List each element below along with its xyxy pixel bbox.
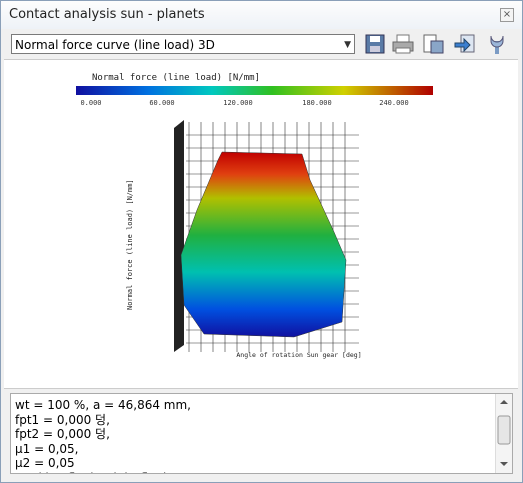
settings-icon[interactable] bbox=[485, 33, 509, 55]
colorbar-label: 60.000 bbox=[149, 99, 174, 107]
colorbar-title: Normal force (line load) [N/mm] bbox=[92, 73, 260, 83]
dropdown-value: Normal force curve (line load) 3D bbox=[15, 38, 215, 52]
result-line: Working flank: Right flank bbox=[15, 471, 191, 474]
result-line: fpt2 = 0,000 덩, bbox=[15, 427, 110, 441]
scrollbar[interactable] bbox=[495, 394, 512, 473]
import-icon[interactable] bbox=[453, 33, 477, 55]
view-dropdown[interactable]: Normal force curve (line load) 3D ▼ bbox=[11, 34, 355, 54]
y-axis-label: Normal force (line load) [N/mm] bbox=[126, 179, 134, 310]
colorbar-label: 0.000 bbox=[80, 99, 101, 107]
title-bar: Contact analysis sun - planets × bbox=[1, 1, 522, 29]
colorbar bbox=[76, 86, 433, 95]
result-line: wt = 100 %, a = 46,864 mm, bbox=[15, 398, 191, 412]
x-axis-label: Angle of rotation Sun gear [deg] bbox=[236, 351, 361, 359]
result-line: µ2 = 0,05 bbox=[15, 456, 75, 470]
side-wall bbox=[174, 120, 184, 352]
colorbar-label: 120.000 bbox=[223, 99, 253, 107]
colorbar-label: 180.000 bbox=[302, 99, 332, 107]
plot-area: Normal force (line load) [N/mm] 0.000 60… bbox=[4, 59, 518, 389]
close-button[interactable]: × bbox=[500, 8, 514, 22]
colorbar-label: 240.000 bbox=[379, 99, 409, 107]
dropdown-arrow: ▼ bbox=[344, 40, 351, 50]
save-icon[interactable] bbox=[363, 33, 387, 55]
results-box[interactable]: wt = 100 %, a = 46,864 mm, fpt1 = 0,000 … bbox=[10, 393, 513, 474]
surface bbox=[180, 151, 347, 338]
export-icon[interactable] bbox=[421, 33, 445, 55]
result-line: µ1 = 0,05, bbox=[15, 441, 79, 456]
result-line: fpt1 = 0,000 덩, bbox=[15, 412, 110, 427]
window-title: Contact analysis sun - planets bbox=[9, 7, 205, 22]
print-icon[interactable] bbox=[391, 33, 415, 55]
results-lines: wt = 100 %, a = 46,864 mm, fpt1 = 0,000 … bbox=[15, 398, 191, 474]
